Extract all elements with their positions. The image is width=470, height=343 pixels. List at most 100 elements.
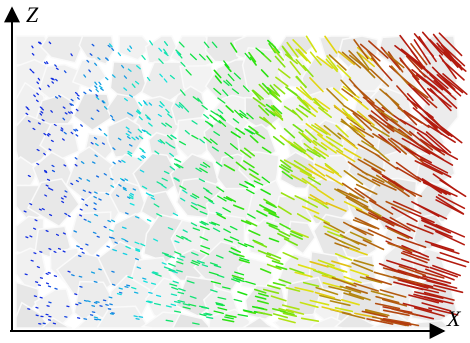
velocity-vector (178, 41, 185, 48)
velocity-vector (297, 95, 309, 108)
velocity-vector (51, 81, 55, 84)
velocity-vector (429, 73, 452, 95)
velocity-vector (124, 285, 129, 288)
velocity-vector (29, 68, 33, 72)
velocity-vector (39, 277, 44, 279)
velocity-vector (53, 250, 57, 253)
velocity-vector (296, 96, 311, 111)
velocity-vector (55, 78, 58, 82)
velocity-vector (54, 64, 57, 67)
velocity-vector (309, 51, 322, 66)
velocity-vector (96, 235, 100, 238)
velocity-vector (121, 238, 126, 241)
velocity-vector (345, 285, 369, 295)
velocity-vector (397, 278, 429, 289)
velocity-vector (127, 152, 133, 157)
velocity-vector (349, 269, 370, 277)
velocity-vector (349, 198, 369, 211)
velocity-vector (146, 218, 152, 222)
velocity-vector (182, 229, 188, 233)
grain (95, 305, 151, 329)
velocity-vector (384, 51, 405, 69)
velocity-vector (39, 250, 43, 253)
velocity-vector (163, 78, 168, 83)
velocity-vector (307, 196, 325, 206)
velocity-vector (54, 96, 59, 99)
velocity-vector (223, 80, 230, 87)
velocity-vector (111, 312, 115, 314)
velocity-vector (31, 45, 34, 49)
velocity-vector (358, 52, 376, 68)
velocity-vector (440, 44, 466, 67)
velocity-vector (126, 196, 131, 199)
velocity-vector (391, 307, 419, 317)
velocity-vector (64, 112, 68, 115)
velocity-vector (371, 178, 397, 191)
velocity-vector (118, 160, 122, 163)
grain (171, 312, 213, 329)
velocity-vector (123, 75, 128, 79)
velocity-vector (94, 81, 98, 86)
velocity-vector (88, 191, 92, 194)
velocity-vector (199, 167, 208, 174)
velocity-vector (352, 125, 374, 138)
velocity-vector (261, 176, 271, 184)
velocity-vector (128, 196, 134, 200)
velocity-vector (172, 212, 179, 217)
velocity-vector (309, 260, 329, 268)
velocity-vector (244, 128, 254, 135)
velocity-vector (103, 225, 107, 229)
velocity-vector (67, 214, 71, 218)
velocity-vector (124, 239, 129, 243)
velocity-vector (51, 77, 55, 81)
velocity-vector (363, 158, 386, 172)
velocity-vector (203, 41, 210, 49)
grain (39, 35, 85, 64)
velocity-vector (29, 235, 33, 238)
velocity-vector (424, 133, 450, 155)
velocity-vector (275, 76, 289, 87)
velocity-vector (199, 313, 207, 317)
velocity-vector (235, 127, 246, 135)
velocity-vector (146, 117, 151, 121)
velocity-vector (73, 230, 78, 233)
velocity-vector (269, 110, 284, 120)
velocity-vector (161, 122, 167, 127)
velocity-vector (380, 319, 407, 327)
velocity-vector (165, 319, 174, 323)
velocity-vector (176, 163, 184, 169)
velocity-vector (71, 274, 75, 277)
velocity-vector (277, 205, 292, 215)
velocity-vector (268, 42, 277, 54)
velocity-vector (393, 281, 424, 291)
velocity-vector (53, 275, 58, 278)
velocity-vector (222, 89, 229, 97)
velocity-vector (122, 252, 128, 256)
velocity-vector (396, 166, 422, 183)
velocity-vector (139, 169, 145, 173)
velocity-vector (51, 164, 55, 168)
velocity-vector (78, 275, 83, 278)
velocity-vector (29, 203, 33, 206)
velocity-vector (222, 318, 235, 323)
velocity-vector (273, 83, 286, 95)
velocity-vector (199, 250, 210, 256)
velocity-vector (313, 215, 331, 225)
velocity-vector (150, 282, 157, 285)
velocity-vector (296, 213, 312, 222)
velocity-vector (76, 97, 80, 100)
velocity-vector (79, 208, 83, 211)
velocity-vector (341, 136, 359, 150)
velocity-vector (343, 201, 363, 211)
velocity-vector (304, 168, 323, 178)
velocity-vector (188, 303, 197, 307)
velocity-vector (158, 47, 163, 52)
velocity-vector (221, 286, 231, 290)
velocity-vector (123, 87, 128, 91)
velocity-vector (134, 80, 140, 85)
velocity-vector (127, 48, 131, 53)
velocity-vector (402, 250, 430, 261)
velocity-vector (161, 184, 167, 189)
velocity-vector (199, 221, 207, 226)
velocity-vector (422, 275, 452, 285)
